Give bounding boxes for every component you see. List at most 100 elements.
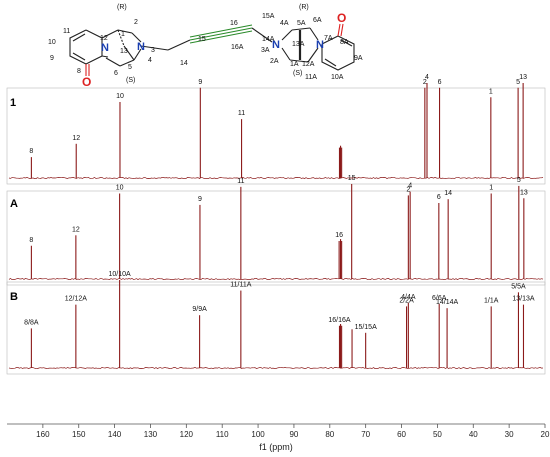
atom-label: 5: [128, 64, 132, 71]
atom-label: 16: [230, 20, 238, 27]
atom-label: 11A: [305, 74, 317, 81]
peak-label: 4/4A: [401, 294, 416, 301]
peak-label: 1/1A: [484, 297, 499, 304]
peak-label: 1: [489, 88, 493, 95]
nitrogen-atom-mid: N: [137, 41, 145, 53]
peak-label: 14/14A: [436, 299, 459, 306]
peak-label: 8: [29, 237, 33, 244]
peak-label: 2/2A: [399, 297, 414, 304]
atom-label: 1A: [290, 61, 299, 68]
atom-label: 2: [134, 19, 138, 26]
atom-label: 11: [63, 28, 70, 35]
panel-frame: [6, 190, 546, 286]
spectrum-panel-B: 8/8A 12/12A 10/10A 9/9A 11/11A 16/16A 15/15A 2/…: [6, 271, 546, 375]
atom-label: 1: [121, 31, 125, 38]
peak-label: 5: [516, 79, 520, 86]
right-bicyclic-cage: [281, 27, 319, 63]
atom-label: 12: [100, 35, 108, 42]
x-tick-label: 140: [108, 430, 122, 439]
peak-label: 6: [437, 194, 441, 201]
atom-label: 10: [48, 39, 56, 46]
x-tick-label: 110: [216, 430, 229, 439]
atom-label: 10A: [331, 74, 344, 81]
peak-label: 12: [72, 135, 80, 142]
atom-label: 9: [50, 55, 54, 62]
atom-label: 8: [77, 68, 81, 75]
nitrogen-atom-right-a: N: [272, 39, 280, 51]
atom-label: 12A: [302, 61, 315, 68]
atom-label: 7A: [324, 35, 333, 42]
atom-label: (S): [293, 70, 302, 77]
atom-label: 14A: [262, 36, 275, 43]
atom-label: 8A: [340, 39, 349, 46]
x-tick-label: 50: [433, 430, 442, 439]
peak-label: 8: [29, 148, 33, 155]
peak-label: 13/13A: [512, 296, 535, 303]
atom-label: 6A: [313, 17, 322, 24]
peak-label: 6: [438, 79, 442, 86]
peak-label: 6/6A: [432, 295, 447, 302]
x-tick-label: 100: [251, 430, 265, 439]
left-bicyclic-cage: [101, 29, 191, 67]
atom-label: 15A: [262, 13, 275, 20]
panel-label-1: 1: [10, 97, 16, 109]
x-tick-label: 80: [325, 430, 334, 439]
spectrum-baseline: [8, 176, 544, 180]
peak-label: 9: [198, 196, 202, 203]
right-pyridone-ring: [85, 23, 355, 76]
peak-label: 12/12A: [65, 296, 88, 303]
atom-label: 14: [180, 60, 188, 67]
peak-label: 16/16A: [328, 317, 351, 324]
atom-label: (R): [299, 4, 309, 11]
x-tick-label: 40: [469, 430, 478, 439]
atom-label: 9A: [354, 55, 363, 62]
x-axis-ticks: 160 150 140 130 120 110 100 90 80 70 60 50 40 30 20: [36, 424, 550, 439]
nitrogen-atom-right-b: N: [316, 39, 324, 51]
oxygen-atom-right: O: [337, 11, 346, 25]
peak-label: 11: [237, 178, 244, 185]
atom-label: 3A: [261, 47, 270, 54]
atom-label: 5A: [297, 20, 306, 27]
atom-label: 4: [148, 57, 152, 64]
diyne-chain: [189, 24, 253, 44]
peak-label: 4: [425, 74, 429, 81]
x-tick-label: 120: [180, 430, 194, 439]
x-tick-label: 70: [361, 430, 370, 439]
peak-label: 11: [238, 110, 245, 117]
oxygen-atom-left: O: [82, 75, 91, 89]
nitrogen-atom-left: N: [101, 42, 109, 54]
atom-label: 13A: [292, 41, 305, 48]
peak-label: 9: [198, 79, 202, 86]
panel-frame: [6, 87, 546, 185]
peak-label: 13: [519, 74, 527, 81]
x-tick-label: 160: [36, 430, 50, 439]
atom-label: 13: [120, 48, 128, 55]
atom-label: (R): [117, 4, 127, 11]
x-tick-label: 30: [505, 430, 514, 439]
spectrum-baseline: [8, 366, 544, 370]
atom-label: 2A: [270, 58, 279, 65]
panel-label-a: A: [10, 198, 18, 210]
panel-frame: [6, 281, 546, 375]
x-tick-label: 20: [541, 430, 550, 439]
peak-label: 5/5A: [511, 283, 526, 290]
x-tick-label: 130: [144, 430, 158, 439]
peak-label: 15: [348, 175, 356, 182]
peak-label: 2: [423, 79, 427, 86]
chain-to-right: [251, 27, 273, 43]
peak-label: 14: [444, 190, 452, 197]
x-axis-title: f1 (ppm): [259, 442, 293, 452]
atom-label: 3: [151, 47, 155, 54]
peak-label: 4: [408, 183, 412, 190]
peak-label: 5: [517, 177, 521, 184]
spectra-area: 8121091124615138121091116152461415138/8A…: [6, 74, 546, 375]
peak-label: 16: [335, 232, 343, 239]
peak-label: 8/8A: [24, 319, 39, 326]
x-axis: 160 150 140 130 120 110 100 90 80 70 60 50 40 30 20 f1…: [7, 423, 550, 452]
peak-label: 11/11A: [230, 282, 251, 289]
spectrum-baseline: [8, 277, 544, 281]
peak-label: 12: [72, 226, 80, 233]
